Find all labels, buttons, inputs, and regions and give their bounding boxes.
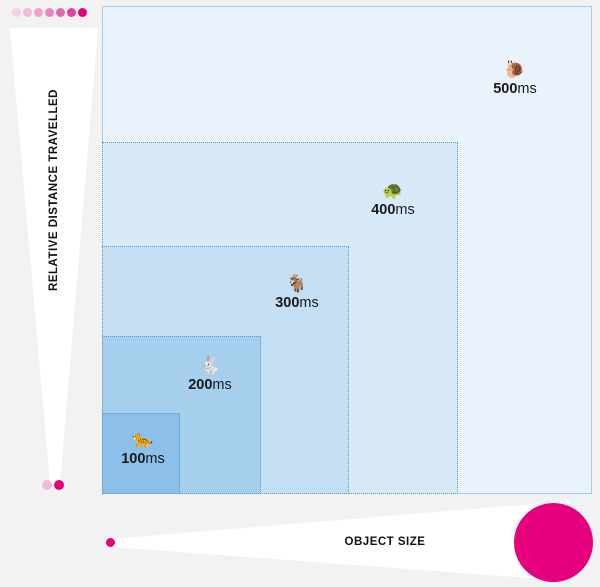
box-100ms [102,413,180,494]
tier-400ms: 🐢 400ms [371,181,415,219]
tier-400ms-label: 400ms [371,202,415,218]
tier-500ms: 🐌 500ms [493,60,537,98]
origin-dot-light [42,480,52,490]
distance-beam [10,28,98,484]
cat-icon: 🐆 [132,430,154,449]
size-beam [112,501,570,581]
tier-200ms: 🐇 200ms [188,356,232,394]
tier-100ms: 🐆 100ms [121,430,165,468]
distance-dot-3 [34,8,43,17]
snail-icon: 🐌 [504,60,526,79]
tier-500ms-label: 500ms [493,81,537,97]
origin-dots [42,480,64,490]
distance-dot-4 [45,8,54,17]
small-size-dot [106,538,115,547]
rabbit-icon: 🐇 [199,356,221,375]
turtle-icon: 🐢 [382,181,404,200]
tier-100ms-label: 100ms [121,451,165,467]
origin-dot-dark [54,480,64,490]
x-axis-label: OBJECT SIZE [344,536,426,548]
distance-dot-6 [67,8,76,17]
tier-300ms: 🐐 300ms [275,274,319,312]
goat-icon: 🐐 [286,274,308,293]
distance-dot-5 [56,8,65,17]
large-size-dot [514,503,593,582]
distance-dot-1 [12,8,21,17]
distance-dot-2 [23,8,32,17]
tier-300ms-label: 300ms [275,295,319,311]
distance-dot-7 [78,8,87,17]
distance-dots [12,8,87,17]
tier-200ms-label: 200ms [188,377,232,393]
y-axis-label: RELATIVE DISTANCE TRAVELLED [48,89,60,291]
